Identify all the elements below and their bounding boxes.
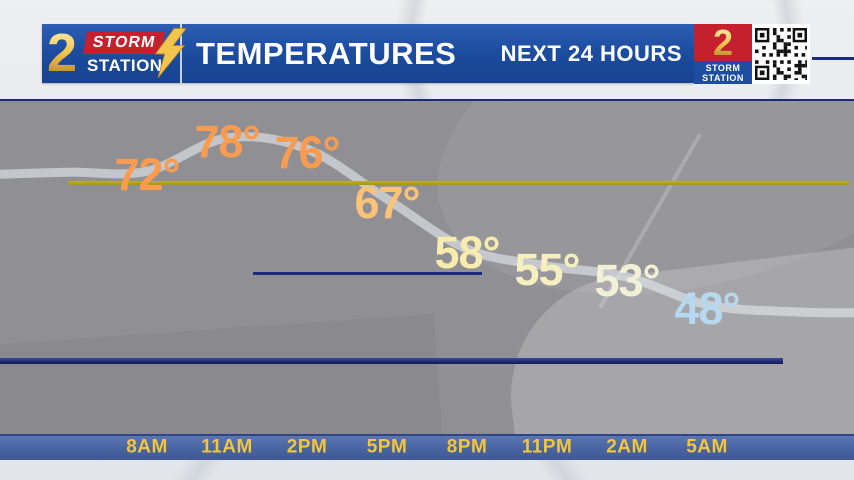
lightning-icon bbox=[154, 28, 186, 79]
logo-number: 2 bbox=[47, 23, 78, 83]
time-tick-11am: 11AM bbox=[201, 436, 253, 458]
time-axis: 8AM 11AM 2PM 5PM 8PM 11PM 2AM 5AM bbox=[0, 434, 854, 460]
time-tick-11pm: 11PM bbox=[521, 436, 573, 458]
qr-code bbox=[752, 24, 810, 84]
logo-station-text: STATION bbox=[87, 56, 163, 75]
time-tick-8pm: 8PM bbox=[446, 436, 488, 458]
badge-number: 2 bbox=[694, 24, 752, 62]
badge-station-text: STORM STATION bbox=[694, 61, 752, 84]
time-tick-2am: 2AM bbox=[606, 436, 648, 458]
time-tick-5pm: 5PM bbox=[366, 436, 408, 458]
navy-rule-low bbox=[0, 358, 783, 364]
navy-rule-header-tail bbox=[812, 57, 854, 60]
qr-code-icon bbox=[755, 28, 807, 80]
page-subtitle: NEXT 24 HOURS bbox=[500, 40, 682, 66]
page-title: TEMPERATURES bbox=[196, 35, 457, 71]
header-bar: 2 STORM STATION TEMPERATURES NEXT 24 HOU… bbox=[42, 24, 694, 83]
time-tick-5am: 5AM bbox=[686, 436, 728, 458]
time-tick-8am: 8AM bbox=[126, 436, 168, 458]
panel-swoosh bbox=[0, 313, 445, 434]
chart-panel bbox=[0, 101, 854, 434]
gold-rule-line bbox=[68, 181, 849, 185]
station-logo: 2 STORM STATION bbox=[42, 23, 186, 83]
station-badge: 2 STORM STATION bbox=[694, 24, 752, 84]
time-tick-2pm: 2PM bbox=[286, 436, 328, 458]
navy-rule-mid bbox=[253, 272, 482, 275]
header-divider-line bbox=[0, 99, 854, 101]
